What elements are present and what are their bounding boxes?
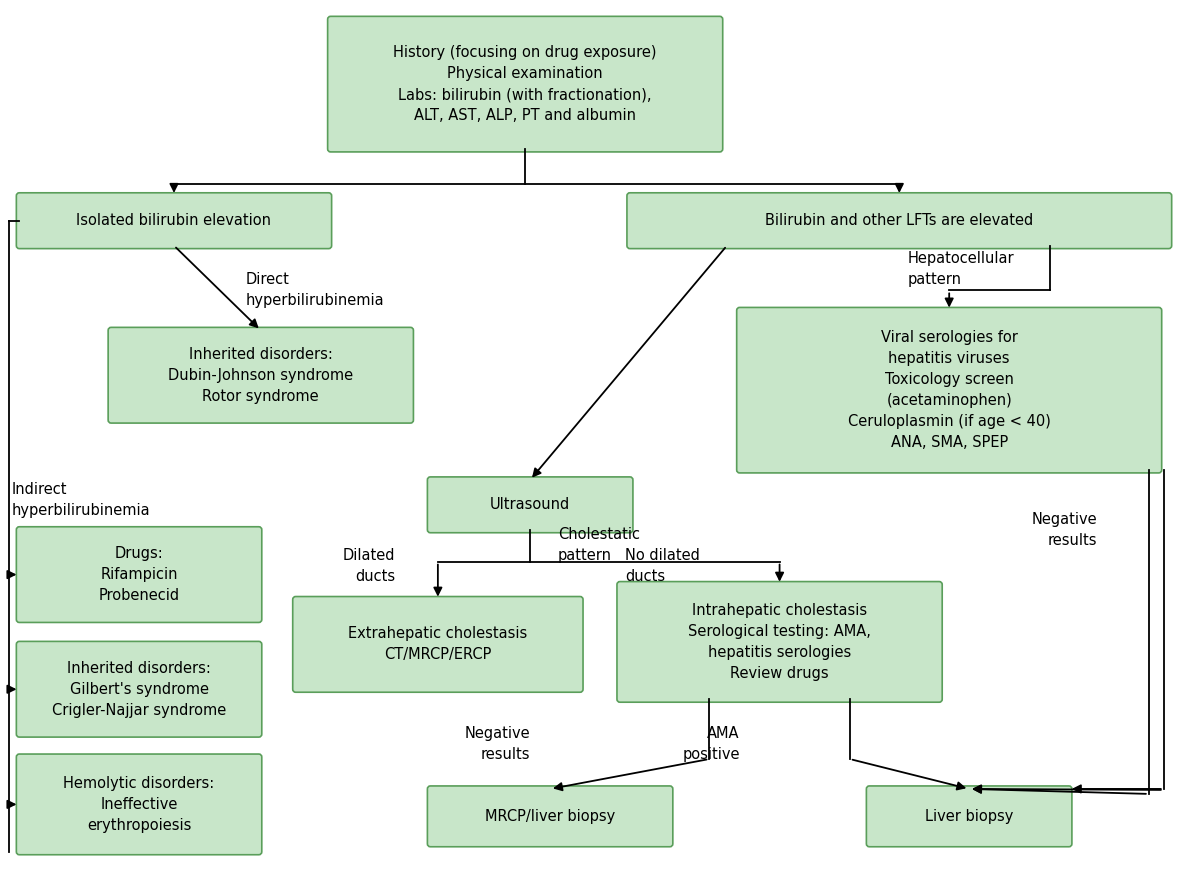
Text: Inherited disorders:
Gilbert's syndrome
Crigler-Najjar syndrome: Inherited disorders: Gilbert's syndrome …: [52, 661, 226, 718]
FancyBboxPatch shape: [427, 477, 632, 533]
Text: Viral serologies for
hepatitis viruses
Toxicology screen
(acetaminophen)
Cerulop: Viral serologies for hepatitis viruses T…: [847, 330, 1051, 451]
Text: Hemolytic disorders:
Ineffective
erythropoiesis: Hemolytic disorders: Ineffective erythro…: [64, 776, 215, 833]
FancyBboxPatch shape: [108, 327, 414, 423]
FancyBboxPatch shape: [17, 754, 262, 855]
Text: Dilated
ducts: Dilated ducts: [343, 548, 396, 584]
Text: MRCP/liver biopsy: MRCP/liver biopsy: [485, 809, 616, 824]
FancyBboxPatch shape: [293, 596, 583, 692]
Text: Direct
hyperbilirubinemia: Direct hyperbilirubinemia: [246, 273, 384, 308]
Text: History (focusing on drug exposure)
Physical examination
Labs: bilirubin (with f: History (focusing on drug exposure) Phys…: [394, 45, 656, 123]
FancyBboxPatch shape: [617, 582, 942, 702]
Text: Extrahepatic cholestasis
CT/MRCP/ERCP: Extrahepatic cholestasis CT/MRCP/ERCP: [348, 627, 528, 662]
Text: Inherited disorders:
Dubin-Johnson syndrome
Rotor syndrome: Inherited disorders: Dubin-Johnson syndr…: [168, 347, 353, 404]
FancyBboxPatch shape: [328, 16, 722, 152]
FancyBboxPatch shape: [866, 786, 1072, 847]
Text: Ultrasound: Ultrasound: [490, 497, 570, 512]
Text: Bilirubin and other LFTs are elevated: Bilirubin and other LFTs are elevated: [766, 213, 1033, 228]
Text: Drugs:
Rifampicin
Probenecid: Drugs: Rifampicin Probenecid: [98, 546, 180, 603]
FancyBboxPatch shape: [737, 308, 1162, 473]
Text: Cholestatic
pattern: Cholestatic pattern: [558, 527, 640, 562]
FancyBboxPatch shape: [626, 193, 1171, 249]
Text: Liver biopsy: Liver biopsy: [925, 809, 1013, 824]
Text: Hepatocellular
pattern: Hepatocellular pattern: [907, 250, 1014, 287]
Text: Negative
results: Negative results: [1031, 511, 1097, 548]
FancyBboxPatch shape: [17, 527, 262, 622]
Text: Indirect
hyperbilirubinemia: Indirect hyperbilirubinemia: [11, 482, 150, 518]
Text: Negative
results: Negative results: [464, 726, 530, 762]
Text: No dilated
ducts: No dilated ducts: [625, 548, 700, 584]
Text: Intrahepatic cholestasis
Serological testing: AMA,
hepatitis serologies
Review d: Intrahepatic cholestasis Serological tes…: [688, 603, 871, 681]
Text: AMA
positive: AMA positive: [682, 726, 739, 762]
Text: Isolated bilirubin elevation: Isolated bilirubin elevation: [77, 213, 271, 228]
FancyBboxPatch shape: [17, 193, 331, 249]
FancyBboxPatch shape: [427, 786, 673, 847]
FancyBboxPatch shape: [17, 641, 262, 737]
